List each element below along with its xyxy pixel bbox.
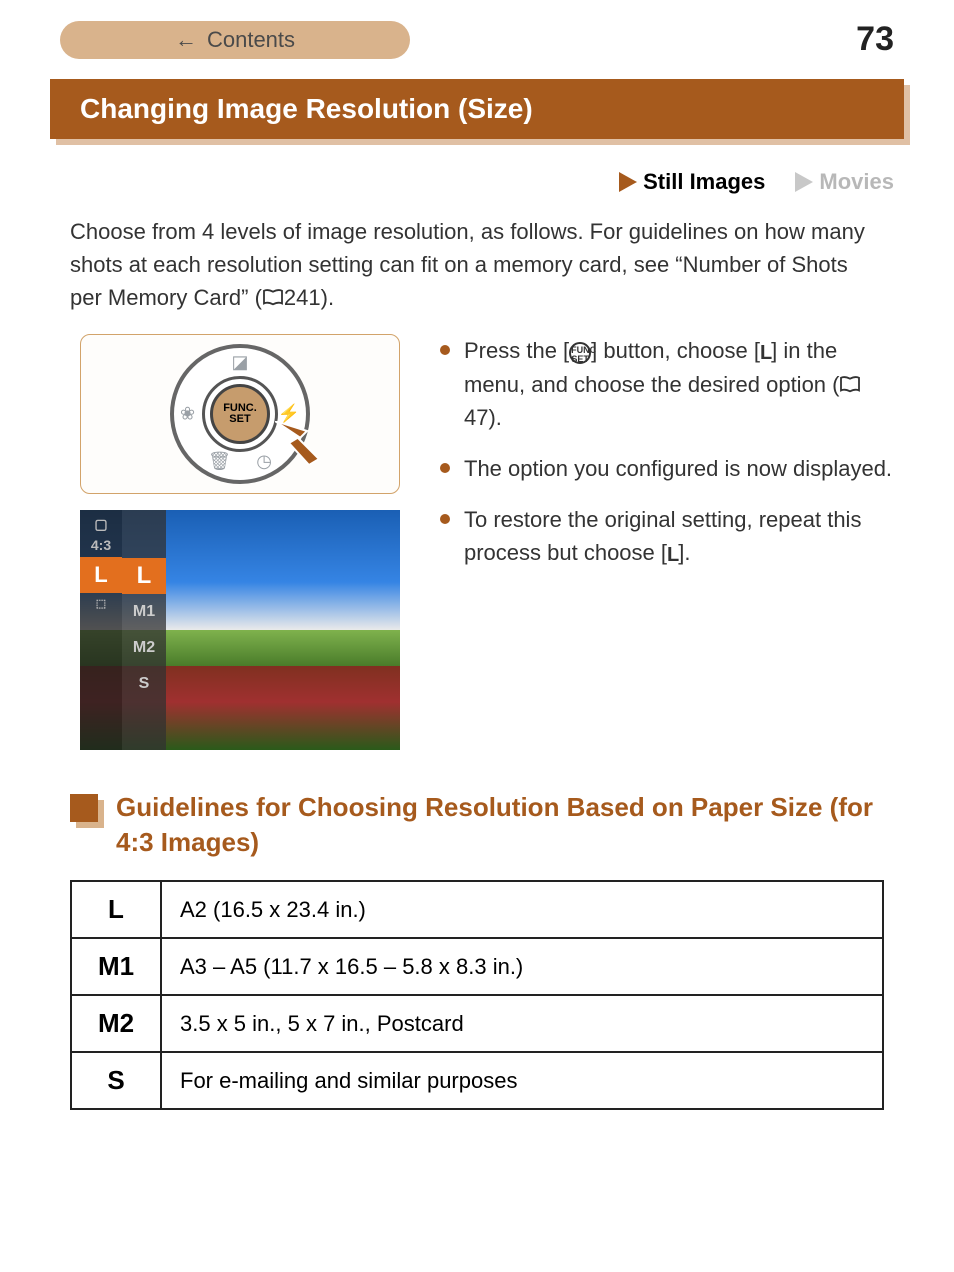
list-item: The option you configured is now display… xyxy=(440,452,894,485)
table-row: S For e-mailing and similar purposes xyxy=(71,1052,883,1109)
res-desc: A3 – A5 (11.7 x 16.5 – 5.8 x 8.3 in.) xyxy=(161,938,883,995)
trash-icon: 🗑 xyxy=(208,451,231,472)
camera-lcd-preview: ▢ 4:3 L ⬚ L M1 M2 S xyxy=(80,510,400,750)
res-label: L xyxy=(71,881,161,938)
section-title: Changing Image Resolution (Size) xyxy=(50,79,904,139)
func-set-button: FUNC. SET xyxy=(210,384,270,444)
mode-still-images: Still Images xyxy=(619,169,765,195)
arrow-left-icon: ← xyxy=(175,27,197,53)
book-icon xyxy=(839,376,861,394)
list-item: To restore the original setting, repeat … xyxy=(440,503,894,570)
section-banner: Changing Image Resolution (Size) xyxy=(50,79,904,139)
l-icon: L xyxy=(760,338,771,368)
table-row: M2 3.5 x 5 in., 5 x 7 in., Postcard xyxy=(71,995,883,1052)
mode-movies: Movies xyxy=(795,169,894,195)
l-icon: L xyxy=(667,540,678,570)
mode-row: Still Images Movies xyxy=(0,159,954,205)
sub-section-title: Guidelines for Choosing Resolution Based… xyxy=(116,790,884,860)
camera-dial-illustration: ◪ ❀ ⚡ 🗑 ◷ FUNC. SET xyxy=(80,334,400,494)
res-label: M2 xyxy=(71,995,161,1052)
table-row: M1 A3 – A5 (11.7 x 16.5 – 5.8 x 8.3 in.) xyxy=(71,938,883,995)
contents-button[interactable]: ← Contents xyxy=(60,21,410,59)
page-number: 73 xyxy=(856,20,894,59)
res-desc: 3.5 x 5 in., 5 x 7 in., Postcard xyxy=(161,995,883,1052)
play-icon xyxy=(795,172,813,192)
res-label: S xyxy=(71,1052,161,1109)
res-label: M1 xyxy=(71,938,161,995)
pointer-hand-icon xyxy=(275,421,327,465)
res-desc: A2 (16.5 x 23.4 in.) xyxy=(161,881,883,938)
macro-icon: ❀ xyxy=(180,404,195,425)
resolution-table: L A2 (16.5 x 23.4 in.) M1 A3 – A5 (11.7 … xyxy=(70,880,884,1110)
instruction-list: Press the [FUNCSET] button, choose [L] i… xyxy=(440,334,894,570)
contents-label: Contents xyxy=(207,27,295,53)
section-marker-icon xyxy=(70,794,98,822)
table-row: L A2 (16.5 x 23.4 in.) xyxy=(71,881,883,938)
res-desc: For e-mailing and similar purposes xyxy=(161,1052,883,1109)
exposure-icon: ◪ xyxy=(231,352,248,373)
book-icon xyxy=(262,289,284,307)
timer-icon: ◷ xyxy=(256,451,272,472)
list-item: Press the [FUNCSET] button, choose [L] i… xyxy=(440,334,894,434)
play-icon xyxy=(619,172,637,192)
lcd-right-strip: L M1 M2 S xyxy=(122,510,166,750)
func-set-icon: FUNCSET xyxy=(569,342,591,364)
lcd-left-strip: ▢ 4:3 L ⬚ xyxy=(80,510,122,750)
intro-paragraph: Choose from 4 levels of image resolution… xyxy=(0,205,954,324)
